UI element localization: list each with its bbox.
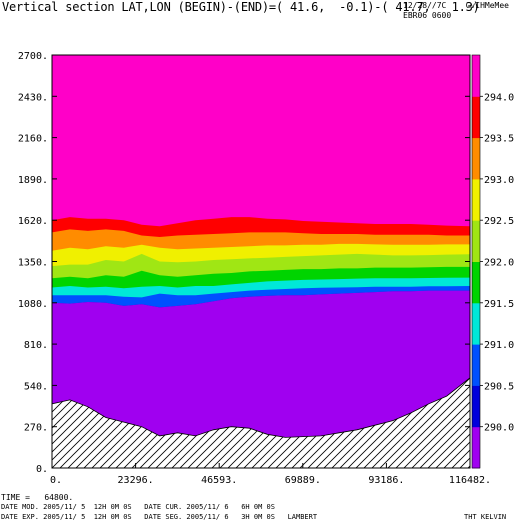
colorbar-swatch xyxy=(472,220,480,262)
colorbar-label: 292.5 xyxy=(484,216,514,227)
plot-area xyxy=(51,55,471,469)
y-tick-label: 2700. xyxy=(18,51,48,62)
colorbar-label: 294.0 xyxy=(484,92,514,103)
x-tick-label: 0. xyxy=(50,475,62,486)
colorbar-swatch xyxy=(472,385,480,428)
y-tick-label: 2160. xyxy=(18,134,48,145)
colorbar-swatch xyxy=(472,261,480,304)
colorbar-swatch xyxy=(472,426,480,469)
y-tick-label: 2430. xyxy=(18,92,48,103)
colorbar-swatch xyxy=(472,55,480,97)
x-tick-label: 46593. xyxy=(201,475,237,486)
x-tick-label: 93186. xyxy=(368,475,404,486)
model-stamp: EBR06 0600 xyxy=(403,11,452,20)
colorbar: 290.0 290.5 291.0 291.5 292.0 292.5 293.0 293.5… xyxy=(471,54,514,469)
y-tick-label: 1080. xyxy=(18,299,48,310)
colorbar-label: 293.5 xyxy=(484,134,514,145)
y-tick-label: 810. xyxy=(24,340,48,351)
y-tick-label: 270. xyxy=(24,423,48,434)
y-tick-label: 0. xyxy=(36,464,48,475)
chart-title: Vertical section LAT,LON (BEGIN)-(END)=(… xyxy=(2,0,480,14)
y-tick-label: 1350. xyxy=(18,258,48,269)
colorbar-swatch xyxy=(472,96,480,139)
colorbar-swatch xyxy=(472,137,480,180)
colorbar-swatch xyxy=(472,178,480,221)
colorbar-label: 291.0 xyxy=(484,340,514,351)
date-line-2: DATE EXP. 2005/11/ 5 12H 0M 0S DATE SEG.… xyxy=(1,513,318,521)
time-label: TIME = 64800. xyxy=(1,493,74,502)
band-below-290.0 xyxy=(52,290,470,468)
colorbar-label: 293.0 xyxy=(484,175,514,186)
colorbar-swatch xyxy=(472,344,480,386)
colorbar-label: 290.5 xyxy=(484,381,514,392)
x-tick-label: 23296. xyxy=(118,475,154,486)
field-label: THT KELVIN xyxy=(464,513,507,521)
axes: 0. 270. 540. 810. 1080. 1350. 1620. 1890. 2160. 2… xyxy=(18,51,491,486)
date-line-1: DATE MOD. 2005/11/ 5 12H 0M 0S DATE CUR.… xyxy=(1,503,275,511)
colorbar-label: 291.5 xyxy=(484,299,514,310)
terrain xyxy=(51,376,471,469)
run-stamp: 12/28//7C CvIHMeMee xyxy=(403,1,509,10)
x-tick-label: 116482. xyxy=(449,475,491,486)
colorbar-swatch xyxy=(472,302,480,345)
colorbar-label: 292.0 xyxy=(484,258,514,269)
x-tick-label: 69889. xyxy=(285,475,321,486)
colorbar-label: 290.0 xyxy=(484,423,514,434)
y-tick-label: 1620. xyxy=(18,216,48,227)
y-tick-label: 1890. xyxy=(18,175,48,186)
y-tick-label: 540. xyxy=(24,381,48,392)
